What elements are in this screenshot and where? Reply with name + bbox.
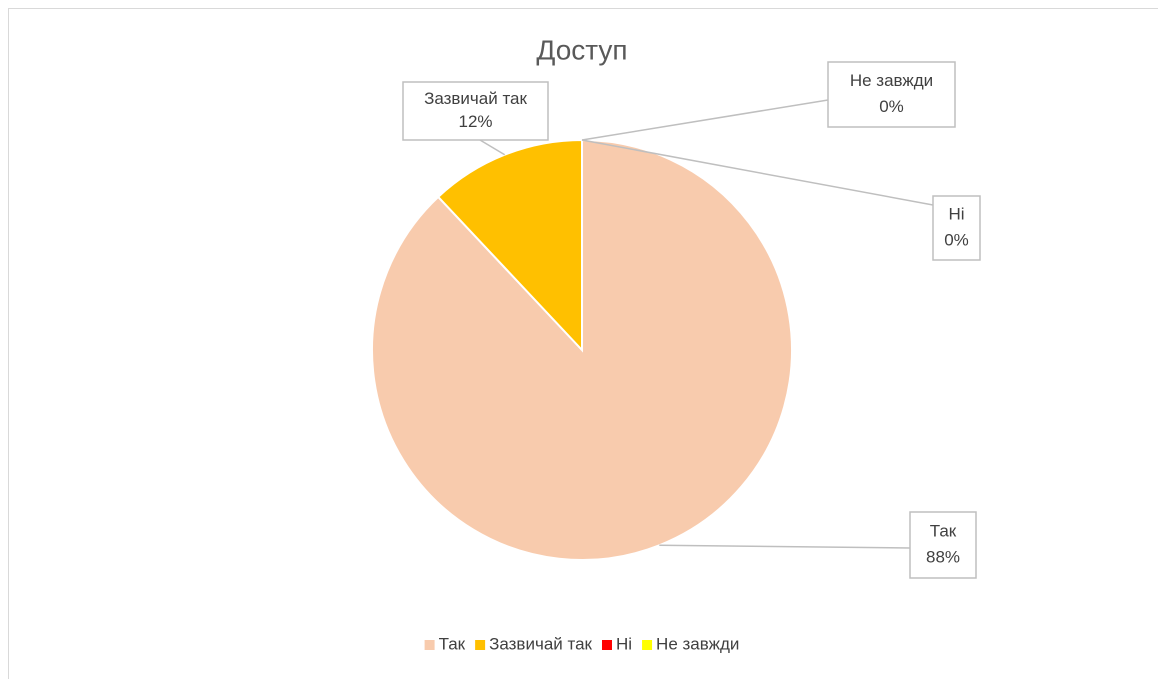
data-label-name: Так <box>930 521 957 540</box>
legend-label: Зазвичай так <box>489 634 592 653</box>
data-label-box <box>909 511 977 579</box>
legend-label: Не завжди <box>656 634 739 653</box>
data-label-value: 88% <box>926 548 960 567</box>
data-label-value: 0% <box>879 97 904 116</box>
legend-swatch <box>601 640 612 650</box>
data-label-name: Зазвичай так <box>424 89 527 108</box>
legend-swatch <box>475 640 486 650</box>
leader-line <box>479 139 506 156</box>
data-label-box <box>932 195 981 261</box>
data-label-name: Не завжди <box>850 71 933 90</box>
leader-line <box>581 99 829 141</box>
legend-swatch <box>642 640 653 650</box>
data-label-name: Ні <box>948 205 964 224</box>
pie-slice <box>436 138 583 353</box>
data-label-box <box>827 61 956 128</box>
chart-frame <box>8 8 1158 679</box>
legend-label: Так <box>439 634 466 653</box>
legend-label: Ні <box>616 634 632 653</box>
data-label-value: 0% <box>944 230 969 249</box>
data-label-value: 12% <box>458 112 492 131</box>
legend-swatch <box>424 640 435 650</box>
leader-line <box>659 544 911 549</box>
leader-line <box>581 139 934 206</box>
data-label-box <box>402 81 549 141</box>
chart-title: Доступ <box>536 34 627 65</box>
